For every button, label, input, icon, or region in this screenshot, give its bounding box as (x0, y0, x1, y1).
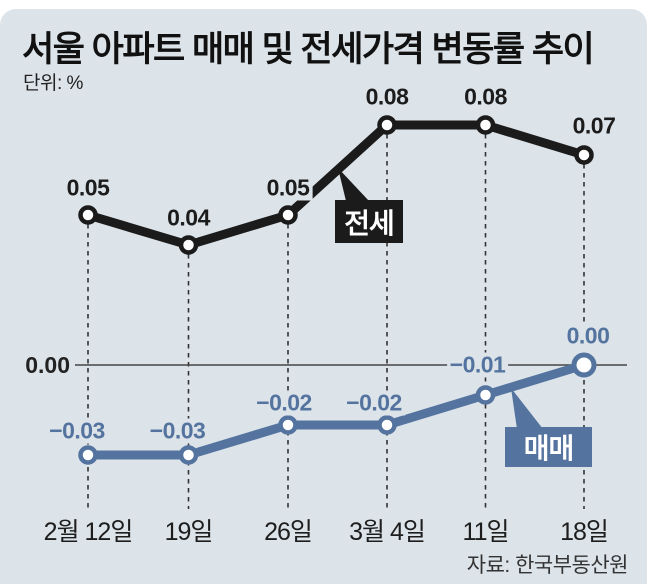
data-point-marker (278, 205, 298, 225)
data-point-marker (178, 235, 199, 255)
data-point-marker (178, 445, 199, 465)
data-point-marker (475, 385, 496, 405)
callout-pointer (511, 388, 543, 429)
series-line-maemae (83, 360, 589, 460)
data-point-marker (278, 415, 298, 435)
data-point-marker (78, 445, 98, 465)
data-point-marker (377, 415, 397, 435)
data-point-marker (78, 205, 98, 225)
data-point-marker (574, 145, 594, 165)
data-point-marker (377, 115, 397, 135)
data-point-marker (475, 115, 496, 135)
callout-pointer (338, 168, 369, 201)
data-point-marker (571, 352, 597, 378)
series-line-jeonse (83, 120, 589, 250)
chart-card (0, 9, 647, 584)
